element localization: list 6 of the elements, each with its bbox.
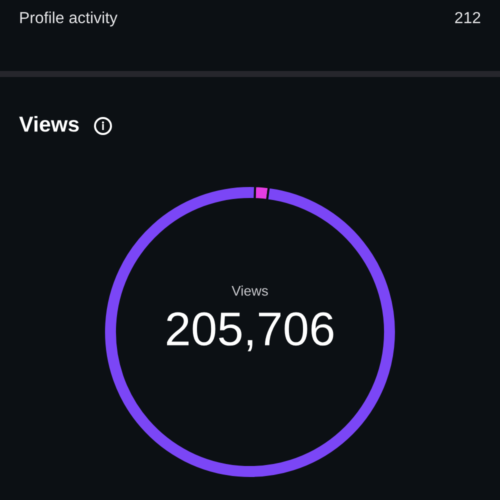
text: 212	[455, 12, 480, 24]
donut-slice	[102, 184, 398, 480]
text: Views	[232, 286, 268, 296]
text: 205,706	[167, 312, 334, 352]
chart-title: Views	[19, 116, 79, 132]
text: Profile activity	[20, 12, 118, 26]
